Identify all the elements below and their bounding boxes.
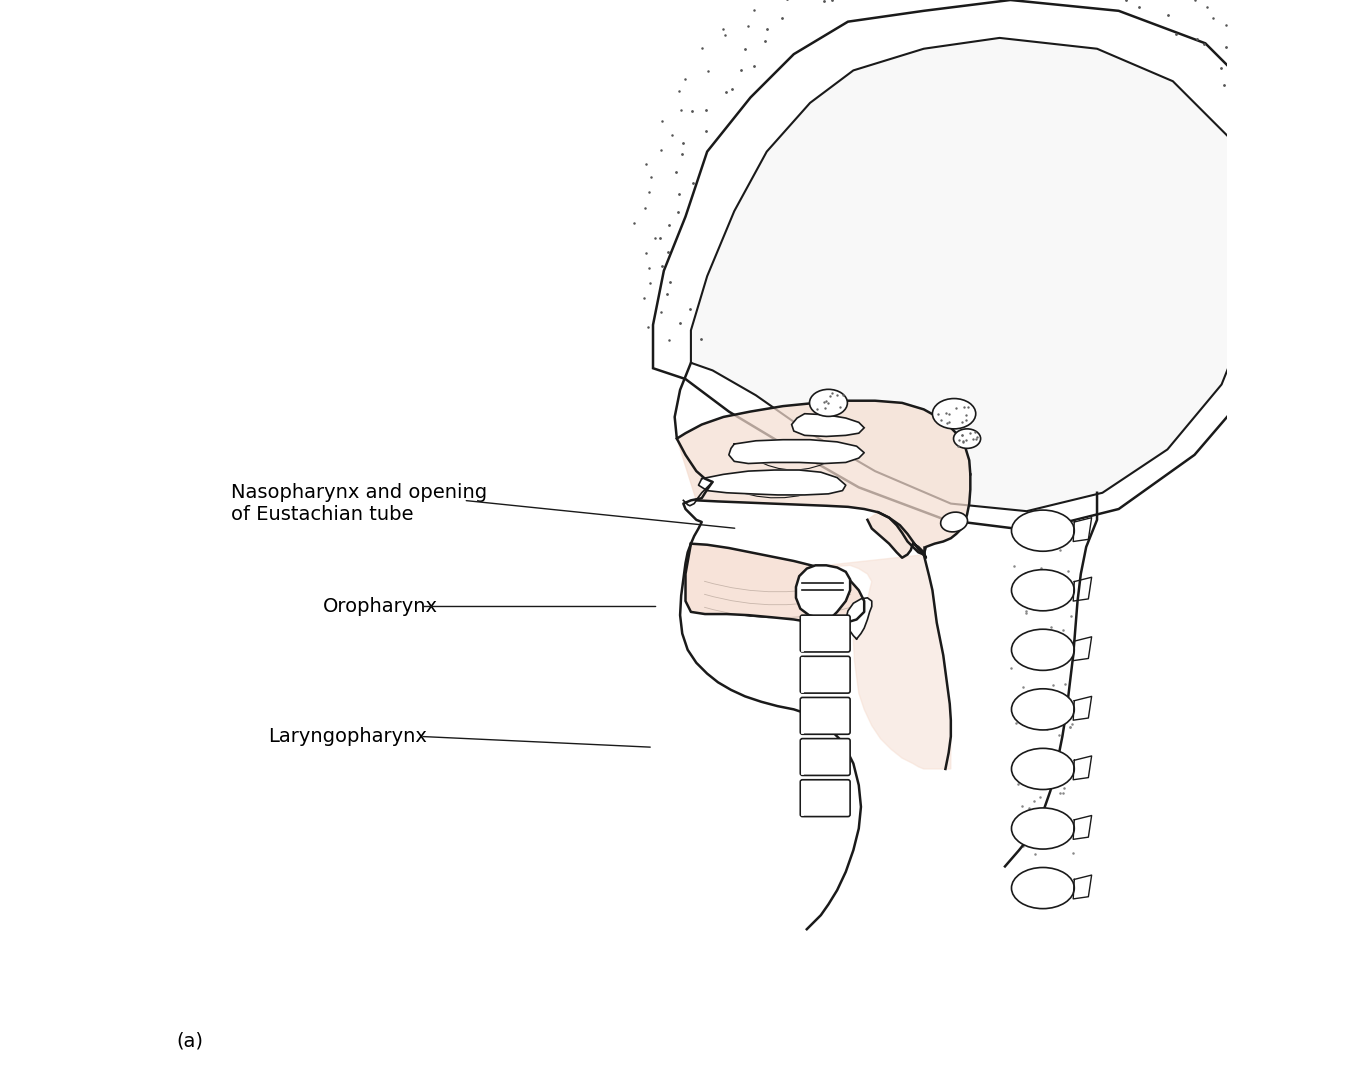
Ellipse shape	[1012, 570, 1075, 611]
Ellipse shape	[1012, 510, 1075, 551]
Polygon shape	[1073, 756, 1091, 780]
Polygon shape	[1073, 815, 1091, 839]
Ellipse shape	[809, 389, 847, 417]
FancyBboxPatch shape	[801, 615, 850, 652]
Ellipse shape	[932, 399, 976, 429]
Polygon shape	[1073, 875, 1091, 899]
Polygon shape	[846, 598, 872, 639]
Text: Nasopharynx and opening
of Eustachian tube: Nasopharynx and opening of Eustachian tu…	[230, 483, 487, 524]
FancyBboxPatch shape	[801, 780, 850, 817]
Polygon shape	[1073, 637, 1091, 661]
Polygon shape	[691, 38, 1254, 511]
Polygon shape	[1073, 696, 1091, 720]
Polygon shape	[868, 512, 925, 558]
Text: (a): (a)	[177, 1031, 203, 1051]
Text: Oropharynx: Oropharynx	[322, 597, 437, 616]
Polygon shape	[653, 0, 1291, 531]
FancyBboxPatch shape	[801, 739, 850, 775]
Ellipse shape	[954, 429, 980, 448]
FancyBboxPatch shape	[801, 656, 850, 693]
Ellipse shape	[941, 512, 968, 532]
Ellipse shape	[1012, 689, 1075, 730]
Polygon shape	[729, 440, 864, 464]
Polygon shape	[1073, 577, 1091, 601]
Polygon shape	[677, 401, 971, 554]
Ellipse shape	[1012, 808, 1075, 849]
Polygon shape	[791, 414, 864, 436]
Ellipse shape	[1012, 748, 1075, 790]
Polygon shape	[827, 554, 951, 769]
Polygon shape	[686, 544, 864, 624]
Text: Laryngopharynx: Laryngopharynx	[269, 727, 428, 746]
Polygon shape	[1073, 518, 1091, 542]
Polygon shape	[797, 565, 850, 618]
FancyBboxPatch shape	[801, 697, 850, 734]
Ellipse shape	[1012, 867, 1075, 909]
Polygon shape	[698, 470, 846, 495]
Ellipse shape	[1012, 629, 1075, 670]
